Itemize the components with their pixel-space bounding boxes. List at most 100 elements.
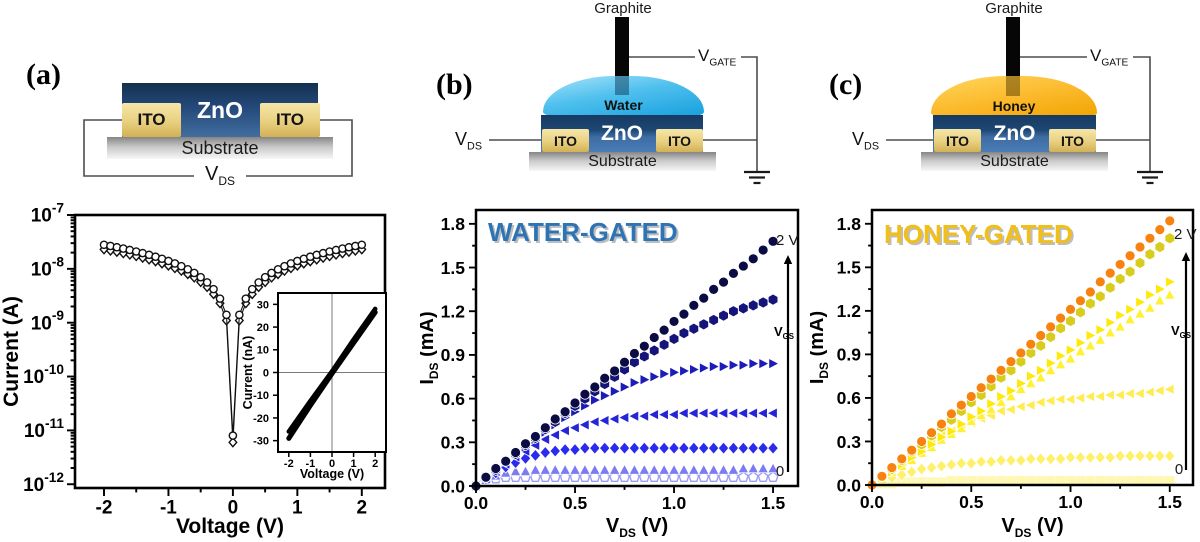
data-point <box>906 444 918 456</box>
data-point <box>600 389 612 402</box>
axis-ticks <box>469 222 774 493</box>
chart-text: 1.5 <box>441 258 466 278</box>
data-point <box>589 381 601 393</box>
data-point <box>737 441 750 455</box>
data-point <box>509 465 522 477</box>
data-point <box>708 313 719 327</box>
data-point <box>1125 303 1137 316</box>
data-point <box>679 365 691 377</box>
data-point <box>667 408 679 421</box>
data-point <box>1055 322 1066 335</box>
data-point <box>1035 339 1046 352</box>
data-point <box>1104 326 1117 338</box>
data-point <box>1065 314 1076 328</box>
data-point <box>976 405 988 417</box>
data-point <box>1015 355 1027 368</box>
data-point <box>480 471 492 483</box>
data-point <box>569 397 581 409</box>
data-point <box>697 463 710 475</box>
data-point <box>697 441 710 455</box>
data-point <box>995 364 1007 376</box>
data-point <box>678 327 690 340</box>
data-point <box>946 475 957 486</box>
data-point <box>588 463 601 475</box>
data-point <box>1015 453 1027 467</box>
data-point <box>1034 452 1047 466</box>
data-point <box>926 427 937 439</box>
data-point <box>639 373 651 386</box>
chart-text: 0.6 <box>837 388 862 408</box>
data-point <box>965 456 978 470</box>
data-point <box>727 463 740 475</box>
data-point <box>767 293 779 306</box>
chart-text: 0.0 <box>860 492 885 512</box>
data-point <box>946 425 959 438</box>
honey-droplet-label: Honey <box>992 98 1036 114</box>
chart-water_gated_output: 0.0 0.5 1.0 1.5 0.0 0.3 0.6 0.9 1.2 1.5 1.8 VDS (V)… <box>420 208 800 540</box>
data-point <box>668 463 680 475</box>
data-point <box>1024 399 1036 412</box>
data-point <box>1094 450 1107 465</box>
data-point <box>1144 248 1156 261</box>
data-point <box>1035 475 1046 486</box>
data-point <box>1034 396 1046 409</box>
panel-a-wires <box>83 119 353 177</box>
data-point <box>628 441 641 455</box>
wire <box>83 119 194 177</box>
data-point <box>1125 475 1135 486</box>
chart-text: Current (nA) <box>241 336 255 410</box>
data-point <box>995 395 1007 407</box>
data-point <box>1074 450 1087 465</box>
vgate-label: VGATE <box>698 46 737 69</box>
data-point <box>1073 392 1086 404</box>
data-point <box>598 463 611 475</box>
data-point <box>627 410 640 423</box>
data-point <box>247 284 257 294</box>
data-point <box>996 475 1006 486</box>
data-point <box>1105 316 1117 329</box>
chart-text: -20 <box>253 413 269 425</box>
data-point <box>1124 265 1136 278</box>
data-point <box>1135 475 1145 486</box>
data-point <box>628 463 641 475</box>
data-point <box>1044 452 1057 466</box>
data-point <box>1025 338 1037 350</box>
ito-text: ITO <box>1060 132 1085 149</box>
chart-text: Voltage (V) <box>176 515 284 538</box>
chart-text: 0.9 <box>441 345 466 365</box>
data-point <box>956 475 967 486</box>
data-point <box>1114 272 1126 285</box>
data-point <box>619 381 632 393</box>
data-point <box>1005 356 1017 368</box>
data-point <box>1065 344 1078 356</box>
data-point <box>1025 452 1037 466</box>
data-point <box>579 441 591 455</box>
data-point <box>876 470 888 482</box>
chart-text: 1.5 <box>837 258 862 278</box>
data-point <box>1083 390 1096 403</box>
data-point <box>357 240 367 250</box>
data-point <box>648 332 660 343</box>
data-point <box>915 462 928 476</box>
zno-text: ZnO <box>601 121 643 145</box>
data-point <box>1044 394 1056 407</box>
data-point <box>1153 294 1166 306</box>
data-point <box>985 403 998 415</box>
chart-text: 0 <box>329 458 335 470</box>
data-point <box>748 357 760 370</box>
ito-contact-left: ITO <box>934 129 981 152</box>
chart-text: 0.5 <box>959 492 984 512</box>
data-point <box>1064 352 1077 364</box>
data-point <box>609 385 622 398</box>
data-point <box>985 455 997 469</box>
data-point <box>678 308 690 320</box>
data-point <box>965 391 977 402</box>
data-point <box>677 407 689 420</box>
vds-label: VDS <box>204 163 235 188</box>
data-point <box>689 363 701 376</box>
graphite-rod <box>615 17 629 77</box>
data-point <box>1155 475 1165 486</box>
data-point <box>648 441 661 455</box>
data-point <box>510 447 522 458</box>
